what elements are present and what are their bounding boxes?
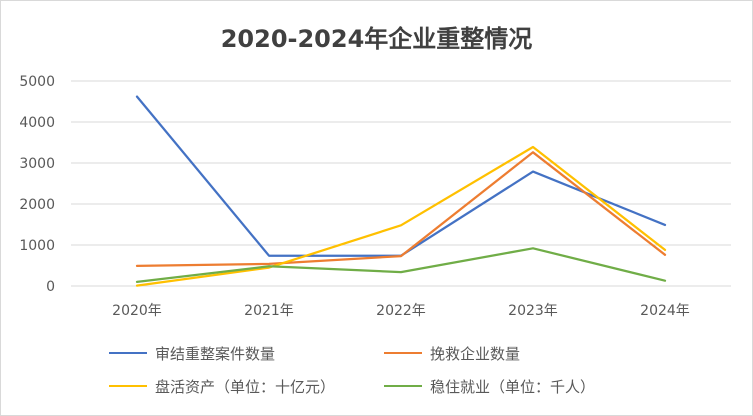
series-line-1 — [135, 151, 667, 268]
x-tick-label: 2021年 — [244, 303, 294, 319]
y-tick-label: 1000 — [19, 238, 55, 254]
y-axis-ticks: 0 1000 2000 3000 4000 5000 — [19, 74, 55, 295]
series-line-2 — [135, 145, 667, 287]
x-tick-label: 2024年 — [640, 303, 690, 319]
y-tick-label: 2000 — [19, 197, 55, 213]
x-axis-ticks: 2020年 2021年 2022年 2023年 2024年 — [112, 303, 690, 319]
series-line-0 — [135, 95, 667, 257]
series-lines — [135, 95, 667, 287]
x-tick-label: 2023年 — [508, 303, 558, 319]
y-tick-label: 5000 — [19, 74, 55, 90]
x-tick-label: 2022年 — [376, 303, 426, 319]
series-line-3 — [135, 247, 667, 284]
y-tick-label: 0 — [46, 279, 55, 295]
chart-title: 2020-2024年企业重整情况 — [220, 25, 533, 53]
x-tick-label: 2020年 — [112, 303, 162, 319]
gridlines — [71, 80, 731, 287]
y-tick-label: 3000 — [19, 156, 55, 172]
y-tick-label: 4000 — [19, 115, 55, 131]
